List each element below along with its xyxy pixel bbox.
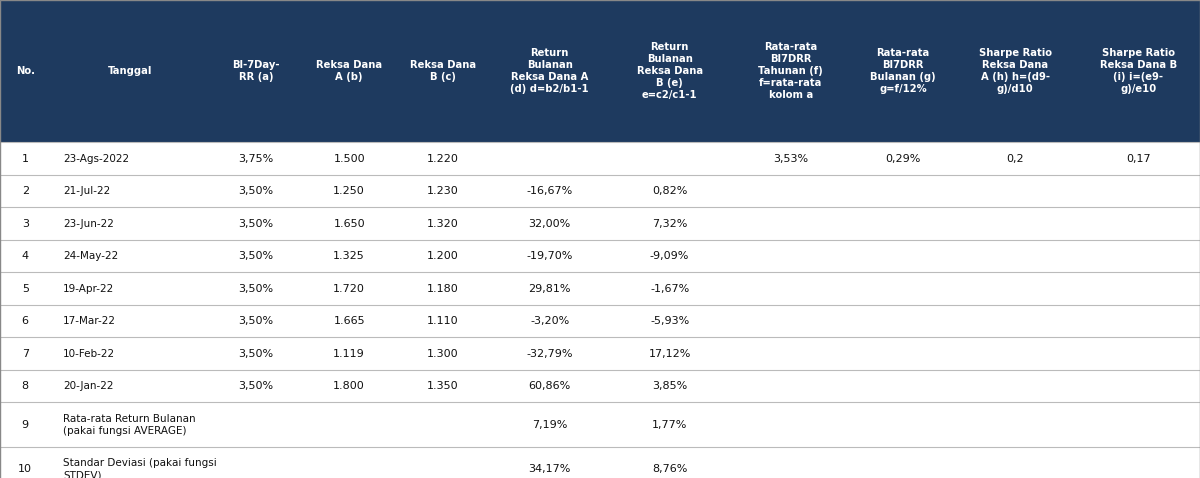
Text: Standar Deviasi (pakai fungsi
STDEV): Standar Deviasi (pakai fungsi STDEV)	[64, 458, 217, 478]
Bar	[0, 447, 1200, 478]
Text: BI-7Day-
RR (a): BI-7Day- RR (a)	[233, 60, 280, 82]
Text: 10-Feb-22: 10-Feb-22	[64, 349, 115, 358]
Bar	[0, 0, 1200, 142]
Text: -16,67%: -16,67%	[527, 186, 572, 196]
Bar	[0, 370, 1200, 402]
Text: 1.720: 1.720	[334, 284, 365, 293]
Text: 4: 4	[22, 251, 29, 261]
Text: 9: 9	[22, 420, 29, 430]
Text: 17,12%: 17,12%	[648, 349, 691, 358]
Text: 0,82%: 0,82%	[652, 186, 688, 196]
Text: 0,29%: 0,29%	[886, 154, 920, 163]
Text: 10: 10	[18, 464, 32, 474]
Text: 0,17: 0,17	[1126, 154, 1151, 163]
Text: 23-Jun-22: 23-Jun-22	[64, 219, 114, 228]
Text: 34,17%: 34,17%	[528, 464, 571, 474]
Bar	[0, 240, 1200, 272]
Text: No.: No.	[16, 66, 35, 76]
Text: 7: 7	[22, 349, 29, 358]
Text: 23-Ags-2022: 23-Ags-2022	[64, 154, 130, 163]
Text: 1.230: 1.230	[427, 186, 458, 196]
Text: Reksa Dana
A (b): Reksa Dana A (b)	[316, 60, 383, 82]
Text: 5: 5	[22, 284, 29, 293]
Text: 24-May-22: 24-May-22	[64, 251, 119, 261]
Text: 19-Apr-22: 19-Apr-22	[64, 284, 114, 293]
Bar	[0, 305, 1200, 337]
Text: 7,32%: 7,32%	[652, 219, 688, 228]
Text: 1.300: 1.300	[427, 349, 458, 358]
Text: 3,50%: 3,50%	[239, 251, 274, 261]
Text: Rata-rata
BI7DRR
Tahunan (f)
f=rata-rata
kolom a: Rata-rata BI7DRR Tahunan (f) f=rata-rata…	[758, 42, 823, 100]
Text: 1.180: 1.180	[427, 284, 458, 293]
Text: 3: 3	[22, 219, 29, 228]
Text: 1.320: 1.320	[427, 219, 458, 228]
Text: 1,77%: 1,77%	[652, 420, 688, 430]
Text: 1.500: 1.500	[334, 154, 365, 163]
Text: Sharpe Ratio
Reksa Dana B
(i) i=(e9-
g)/e10: Sharpe Ratio Reksa Dana B (i) i=(e9- g)/…	[1099, 48, 1177, 94]
Text: 32,00%: 32,00%	[528, 219, 571, 228]
Text: 1.119: 1.119	[334, 349, 365, 358]
Text: 7,19%: 7,19%	[532, 420, 568, 430]
Text: Tanggal: Tanggal	[108, 66, 152, 76]
Text: 29,81%: 29,81%	[528, 284, 571, 293]
Text: -3,20%: -3,20%	[530, 316, 569, 326]
Text: Return
Bulanan
Reksa Dana
B (e)
e=c2/c1-1: Return Bulanan Reksa Dana B (e) e=c2/c1-…	[636, 42, 703, 100]
Text: -19,70%: -19,70%	[527, 251, 572, 261]
Text: 1.665: 1.665	[334, 316, 365, 326]
Bar	[0, 142, 1200, 175]
Text: 3,50%: 3,50%	[239, 219, 274, 228]
Text: 3,50%: 3,50%	[239, 316, 274, 326]
Text: -1,67%: -1,67%	[650, 284, 689, 293]
Text: 3,50%: 3,50%	[239, 284, 274, 293]
Text: 3,50%: 3,50%	[239, 349, 274, 358]
Text: 1.650: 1.650	[334, 219, 365, 228]
Text: 1.800: 1.800	[334, 381, 365, 391]
Text: 1.250: 1.250	[334, 186, 365, 196]
Text: 0,2: 0,2	[1007, 154, 1024, 163]
Text: 3,85%: 3,85%	[652, 381, 688, 391]
Text: 1: 1	[22, 154, 29, 163]
Bar	[0, 337, 1200, 370]
Text: 20-Jan-22: 20-Jan-22	[64, 381, 114, 391]
Text: 8: 8	[22, 381, 29, 391]
Text: 1.200: 1.200	[427, 251, 458, 261]
Text: 1.325: 1.325	[334, 251, 365, 261]
Bar	[0, 175, 1200, 207]
Text: 3,50%: 3,50%	[239, 381, 274, 391]
Text: 1.220: 1.220	[427, 154, 458, 163]
Text: 8,76%: 8,76%	[652, 464, 688, 474]
Text: 21-Jul-22: 21-Jul-22	[64, 186, 110, 196]
Text: 3,53%: 3,53%	[773, 154, 809, 163]
Bar	[0, 402, 1200, 447]
Text: -32,79%: -32,79%	[527, 349, 572, 358]
Text: 3,50%: 3,50%	[239, 186, 274, 196]
Text: Rata-rata Return Bulanan
(pakai fungsi AVERAGE): Rata-rata Return Bulanan (pakai fungsi A…	[64, 413, 196, 436]
Text: 60,86%: 60,86%	[528, 381, 571, 391]
Text: Sharpe Ratio
Reksa Dana
A (h) h=(d9-
g)/d10: Sharpe Ratio Reksa Dana A (h) h=(d9- g)/…	[979, 48, 1051, 94]
Text: Reksa Dana
B (c): Reksa Dana B (c)	[409, 60, 476, 82]
Text: 6: 6	[22, 316, 29, 326]
Text: -5,93%: -5,93%	[650, 316, 689, 326]
Text: 1.110: 1.110	[427, 316, 458, 326]
Text: 3,75%: 3,75%	[239, 154, 274, 163]
Text: Rata-rata
BI7DRR
Bulanan (g)
g=f/12%: Rata-rata BI7DRR Bulanan (g) g=f/12%	[870, 48, 936, 94]
Bar	[0, 207, 1200, 240]
Text: 1.350: 1.350	[427, 381, 458, 391]
Text: 2: 2	[22, 186, 29, 196]
Text: 17-Mar-22: 17-Mar-22	[64, 316, 116, 326]
Text: Return
Bulanan
Reksa Dana A
(d) d=b2/b1-1: Return Bulanan Reksa Dana A (d) d=b2/b1-…	[510, 48, 589, 94]
Text: -9,09%: -9,09%	[650, 251, 689, 261]
Bar	[0, 272, 1200, 305]
